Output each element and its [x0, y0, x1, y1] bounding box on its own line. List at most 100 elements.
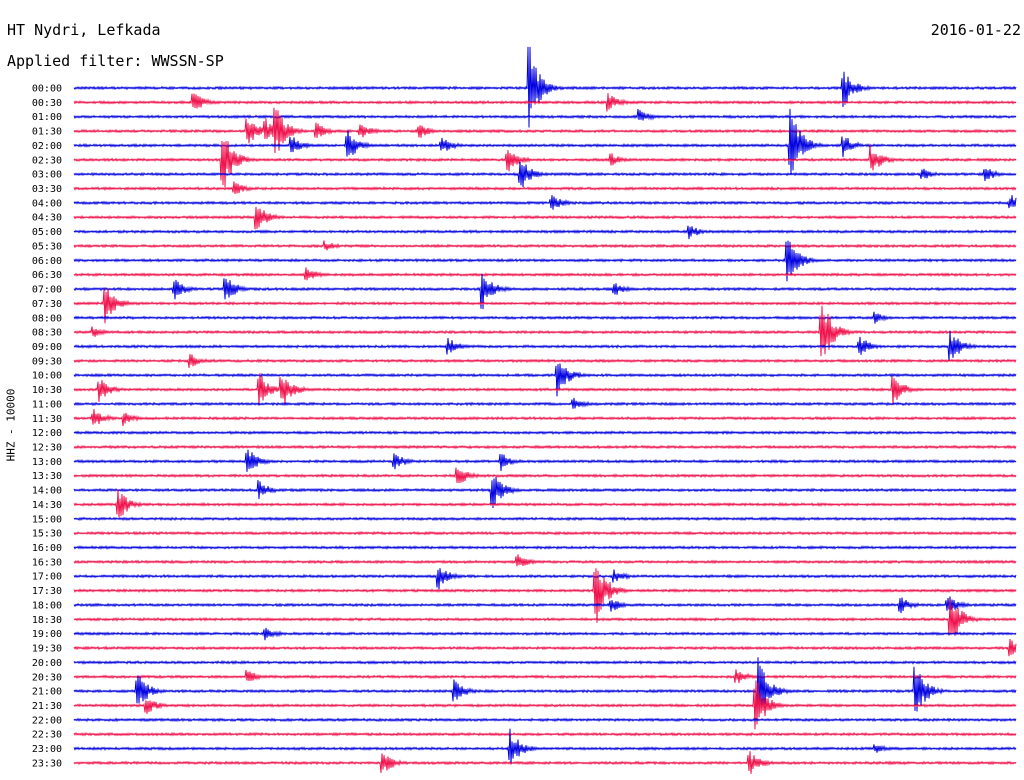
trace-line: [73, 638, 1017, 657]
trace-line: [73, 409, 1017, 427]
time-tick-label: 12:30: [32, 443, 62, 454]
trace-line: [73, 516, 1017, 522]
trace-line: [73, 311, 1017, 324]
trace-line: [73, 397, 1017, 409]
trace-line: [73, 467, 1017, 484]
time-tick-label: 20:00: [32, 658, 62, 669]
time-tick-label: 13:30: [32, 471, 62, 482]
time-tick-label: 15:30: [32, 529, 62, 540]
time-tick-label: 16:00: [32, 543, 62, 554]
time-tick-label: 09:00: [32, 342, 62, 353]
trace-line: [73, 353, 1017, 368]
trace-line: [73, 568, 1017, 590]
trace-line: [73, 669, 1017, 683]
trace-line: [73, 554, 1017, 567]
time-tick-label: 04:30: [32, 213, 62, 224]
time-tick-label: 05:00: [32, 227, 62, 238]
record-date: 2016-01-22: [930, 21, 1021, 39]
time-tick-label: 04:00: [32, 198, 62, 209]
trace-line: [73, 568, 1017, 623]
trace-line: [73, 181, 1017, 195]
time-tick-label: 08:00: [32, 313, 62, 324]
trace-line: [73, 161, 1017, 188]
time-tick-label: 11:30: [32, 414, 62, 425]
time-tick-label: 19:00: [32, 629, 62, 640]
trace-line: [73, 240, 1017, 282]
time-tick-label: 22:30: [32, 730, 62, 741]
time-tick-label: 13:00: [32, 457, 62, 468]
time-tick-label: 01:30: [32, 127, 62, 138]
trace-line: [73, 476, 1017, 509]
trace-line: [73, 545, 1017, 550]
time-tick-label: 23:00: [32, 744, 62, 755]
trace-line: [73, 717, 1017, 723]
trace-line: [73, 206, 1017, 230]
trace-line: [73, 444, 1017, 450]
time-tick-label: 10:30: [32, 385, 62, 396]
trace-line: [73, 225, 1017, 240]
filter-label: Applied filter: WWSSN-SP: [7, 52, 224, 70]
time-tick-label: 15:00: [32, 514, 62, 525]
time-tick-label: 03:00: [32, 170, 62, 181]
trace-line: [73, 93, 1017, 112]
time-tick-label: 21:00: [32, 687, 62, 698]
time-tick-label: 03:30: [32, 184, 62, 195]
trace-line: [73, 240, 1017, 251]
trace-line: [73, 363, 1017, 397]
time-tick-label: 07:00: [32, 285, 62, 296]
trace-line: [73, 751, 1017, 774]
time-tick-label: 22:00: [32, 715, 62, 726]
trace-line: [73, 596, 1017, 614]
time-tick-label: 01:00: [32, 112, 62, 123]
trace-line: [73, 530, 1017, 536]
time-tick-label: 02:00: [32, 141, 62, 152]
time-tick-label: 23:30: [32, 758, 62, 769]
trace-line: [73, 46, 1017, 128]
trace-line: [73, 288, 1017, 324]
trace-line: [73, 680, 1017, 730]
time-tick-label: 05:30: [32, 241, 62, 252]
trace-line: [73, 599, 1017, 636]
time-tick-label: 07:30: [32, 299, 62, 310]
trace-line: [73, 659, 1017, 665]
time-tick-label: 14:30: [32, 500, 62, 511]
trace-line: [73, 731, 1017, 737]
time-tick-label: 06:00: [32, 256, 62, 267]
trace-line: [73, 108, 1017, 175]
time-tick-label: 19:30: [32, 644, 62, 655]
trace-line: [73, 489, 1017, 518]
time-tick-label: 10:00: [32, 371, 62, 382]
time-tick-label: 21:30: [32, 701, 62, 712]
time-tick-label: 20:30: [32, 672, 62, 683]
trace-line: [73, 267, 1017, 281]
trace-line: [73, 195, 1017, 210]
trace-line: [73, 449, 1017, 472]
time-tick-label: 18:30: [32, 615, 62, 626]
trace-line: [73, 305, 1017, 357]
time-tick-label: 16:30: [32, 557, 62, 568]
station-title: HT Nydri, Lefkada: [7, 21, 161, 39]
trace-line: [73, 109, 1017, 121]
trace-line: [73, 107, 1017, 154]
time-tick-label: 06:30: [32, 270, 62, 281]
time-tick-label: 14:00: [32, 486, 62, 497]
time-tick-label: 11:00: [32, 399, 62, 410]
trace-line: [73, 330, 1017, 361]
time-tick-label: 00:30: [32, 98, 62, 109]
trace-line: [73, 627, 1017, 641]
trace-line: [73, 657, 1017, 718]
time-tick-label: 12:00: [32, 428, 62, 439]
trace-line: [73, 140, 1017, 188]
time-tick-label: 08:30: [32, 328, 62, 339]
time-tick-label: 09:30: [32, 356, 62, 367]
time-tick-label: 18:00: [32, 600, 62, 611]
time-tick-label: 17:30: [32, 586, 62, 597]
trace-line: [73, 430, 1017, 436]
time-tick-label: 02:30: [32, 155, 62, 166]
time-tick-label: 00:00: [32, 84, 62, 95]
trace-line: [73, 273, 1017, 310]
trace-line: [73, 373, 1017, 406]
time-tick-label: 17:00: [32, 572, 62, 583]
trace-line: [73, 728, 1017, 764]
